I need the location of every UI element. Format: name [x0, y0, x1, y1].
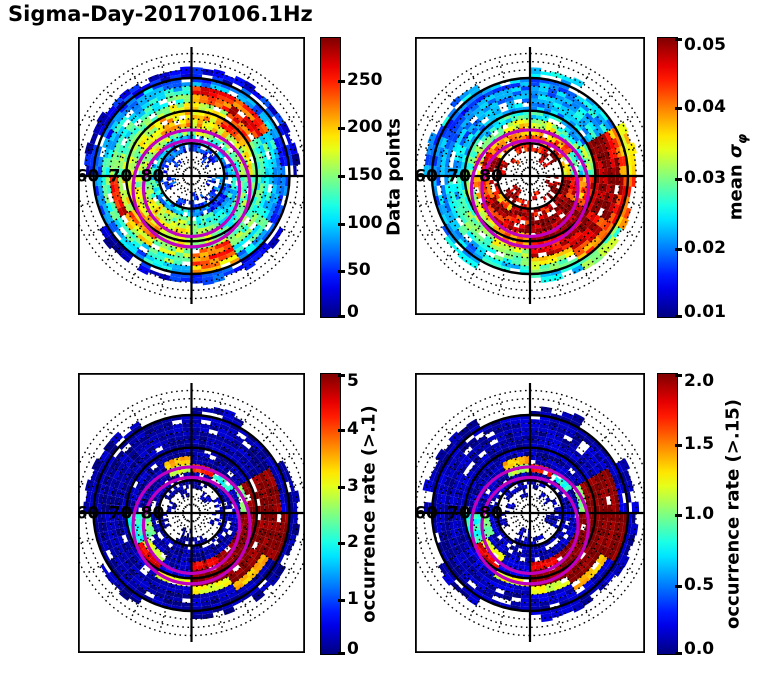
colorbar-label-mean-sigma-phi: mean σφ: [726, 134, 751, 220]
colorbar-tick: [338, 429, 345, 433]
colorbar-tick-label: 0.05: [684, 35, 726, 55]
polar-heatmap-data-points: [78, 37, 305, 315]
colorbar-tick-label: 4: [347, 419, 359, 440]
colorbar-tick: [675, 514, 682, 517]
colorbar-label-data-points: Data points: [383, 118, 405, 236]
colorbar-tick: [675, 107, 682, 111]
colorbar-tick: [338, 485, 345, 489]
colorbar-tick-label: 0: [347, 302, 359, 322]
colorbar-label-occurrence-rate-gt-0_1: occurrence rate (>.1): [358, 405, 380, 623]
colorbar-tick: [675, 315, 682, 318]
colorbar-occurrence-rate-gt-0_1: [320, 373, 341, 655]
colorbar-tick: [338, 127, 345, 131]
colorbar-tick: [338, 542, 345, 546]
colorbar-tick-label: 0.04: [684, 97, 726, 118]
colorbar-tick-label: 150: [347, 165, 383, 186]
colorbar-tick: [338, 315, 345, 318]
colorbar-label-prefix: mean: [725, 158, 747, 221]
colorbar-tick: [338, 374, 345, 377]
colorbar-tick: [338, 79, 345, 83]
colorbar-tick-label: 1: [347, 588, 359, 609]
sigma-symbol: σ: [725, 143, 747, 158]
colorbar-tick: [338, 222, 345, 226]
colorbar-tick-label: 3: [347, 475, 359, 496]
colorbar-tick: [675, 652, 682, 655]
colorbar-tick: [338, 598, 345, 602]
colorbar-tick-label: 50: [347, 260, 371, 281]
colorbar-tick: [675, 38, 682, 41]
colorbar-tick: [338, 652, 345, 655]
colorbar-tick-label: 0.02: [684, 237, 726, 258]
colorbar-tick-label: 0: [347, 639, 359, 659]
colorbar-tick: [675, 443, 682, 447]
figure-title: Sigma-Day-20170106.1Hz: [8, 2, 313, 26]
colorbar-tick-label: 250: [347, 69, 383, 90]
phi-subscript: φ: [735, 133, 751, 144]
colorbar-tick: [338, 270, 345, 274]
colorbar-label-occurrence-rate-gt-0_15: occurrence rate (>.15): [722, 399, 744, 629]
colorbar-tick-label: 0.03: [684, 167, 726, 188]
polar-heatmap-occurrence-rate-gt-0_1: [78, 373, 305, 653]
colorbar-tick: [675, 247, 682, 251]
colorbar-tick-label: 200: [347, 117, 383, 138]
colorbar-tick: [675, 177, 682, 181]
colorbar-tick-label: 2: [347, 532, 359, 553]
colorbar-tick-label: 1.5: [684, 433, 715, 454]
colorbar-tick: [675, 374, 682, 377]
colorbar-tick-label: 0.5: [684, 574, 715, 595]
polar-heatmap-mean-sigma-phi: [415, 37, 645, 315]
polar-heatmap-occurrence-rate-gt-0_15: [415, 373, 645, 653]
colorbar-tick-label: 1.0: [684, 504, 715, 524]
colorbar-tick-label: 2.0: [684, 371, 715, 391]
colorbar-tick-label: 0.0: [684, 639, 715, 659]
colorbar-tick: [675, 584, 682, 588]
colorbar-tick-label: 0.01: [684, 302, 726, 322]
colorbar-tick-label: 5: [347, 371, 359, 391]
colorbar-tick-label: 100: [347, 212, 383, 233]
colorbar-tick: [338, 175, 345, 179]
